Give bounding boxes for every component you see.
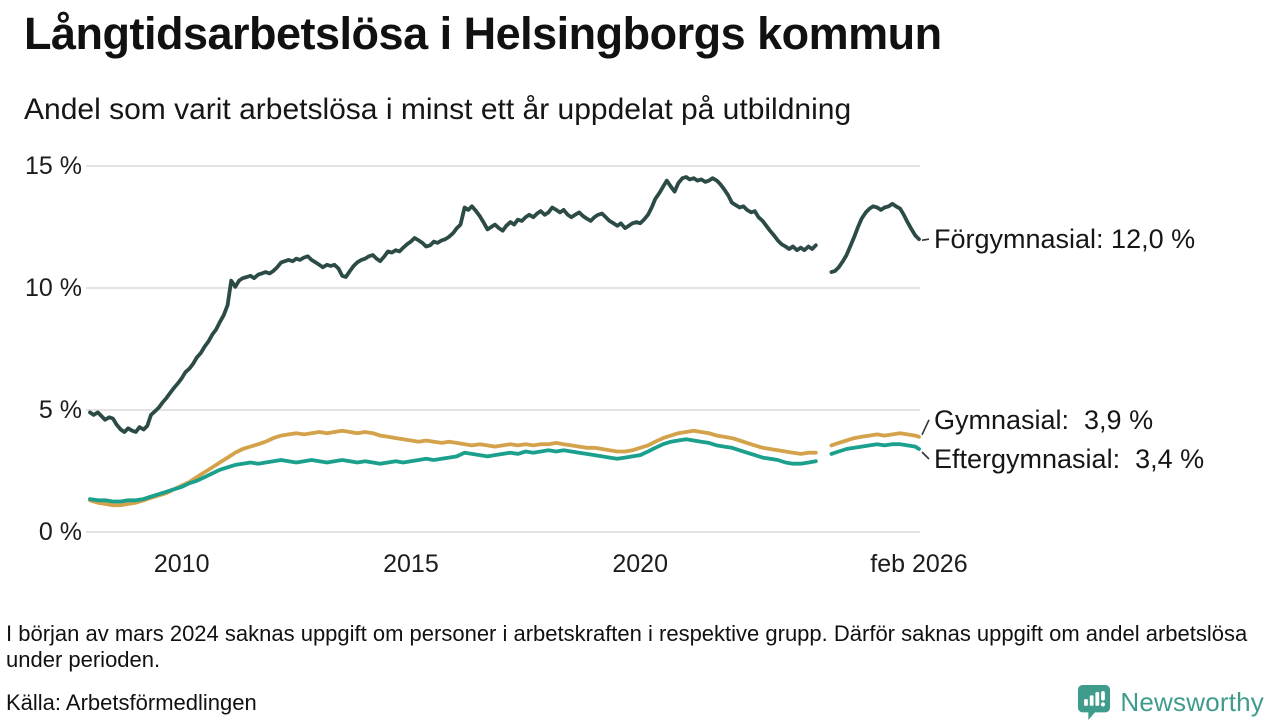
series-label-eftergymnasial: Eftergymnasial: 3,4 % <box>934 444 1205 475</box>
label-leader-gymnasial <box>921 419 930 436</box>
source-label: Källa: Arbetsförmedlingen <box>6 690 257 715</box>
x-tick-label: 2020 <box>612 550 668 578</box>
series-line-gymnasial <box>88 428 818 508</box>
y-tick-label: 15 % <box>25 152 82 180</box>
x-tick-label: 2015 <box>383 550 439 578</box>
series-line-eftergymnasial <box>829 442 921 456</box>
x-tick-label: 2010 <box>153 550 210 578</box>
series-label-gymnasial: Gymnasial: 3,9 % <box>934 404 1154 435</box>
page-subtitle: Andel som varit arbetslösa i minst ett å… <box>24 93 852 126</box>
x-tick-label: feb 2026 <box>870 550 968 578</box>
y-tick-label: 5 % <box>38 396 82 424</box>
label-leader-eftergymnasial <box>921 451 930 460</box>
newsworthy-wordmark: Newsworthy <box>1120 686 1264 717</box>
page-title: Långtidsarbetslösa i Helsingborgs kommun <box>24 8 942 59</box>
series-line-förgymnasial <box>829 201 921 275</box>
series-label-förgymnasial: Förgymnasial: 12,0 % <box>934 224 1196 255</box>
newsworthy-logo: Newsworthy <box>1077 684 1264 720</box>
label-leader-förgymnasial <box>921 238 930 241</box>
y-tick-label: 10 % <box>25 274 82 302</box>
newsworthy-icon <box>1078 685 1111 720</box>
series-line-förgymnasial <box>88 175 818 434</box>
y-tick-label: 0 % <box>38 518 82 546</box>
series-line-gymnasial <box>829 431 921 448</box>
series-line-eftergymnasial <box>88 437 818 504</box>
footnote: I början av mars 2024 saknas uppgift om … <box>6 621 1248 672</box>
